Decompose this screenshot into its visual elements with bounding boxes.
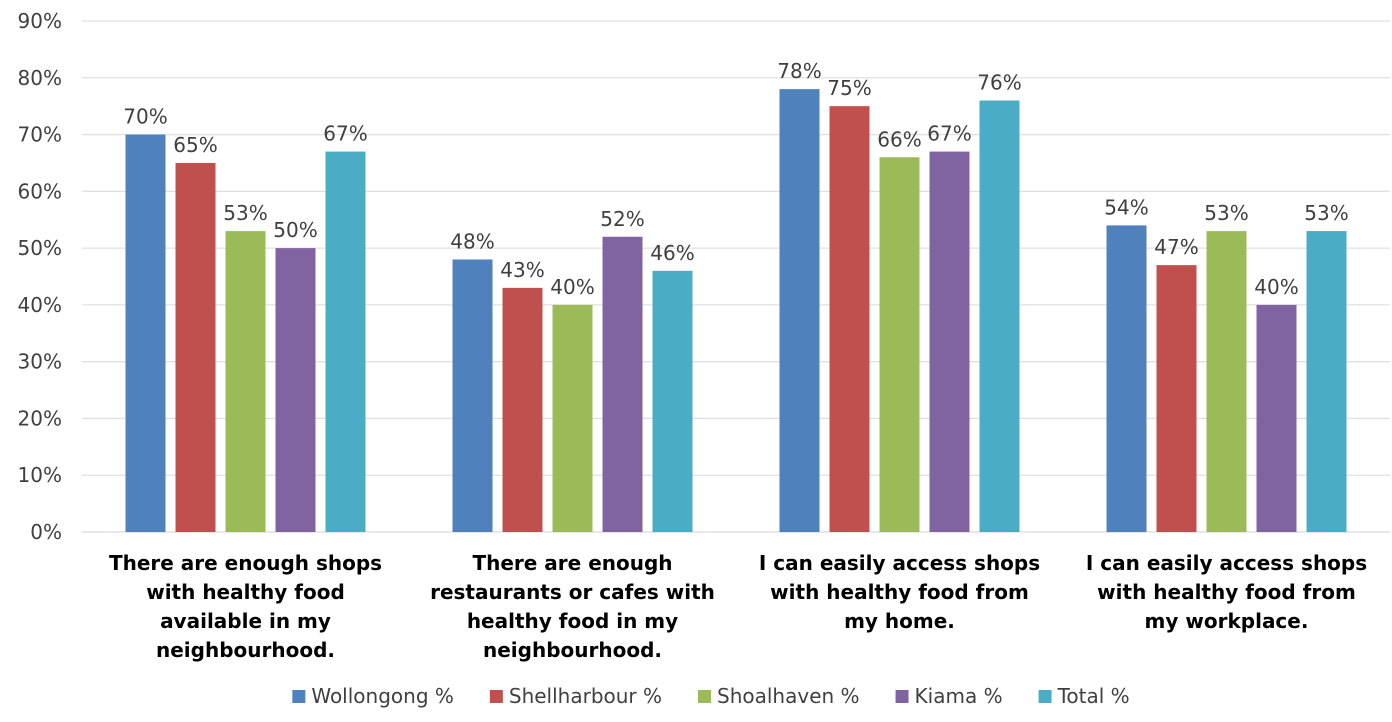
y-tick-label: 20% <box>18 406 62 430</box>
data-label: 43% <box>500 258 544 282</box>
bar <box>602 236 643 532</box>
data-label: 53% <box>1204 201 1248 225</box>
bar <box>552 304 593 532</box>
bar <box>929 151 970 533</box>
data-label: 53% <box>1304 201 1348 225</box>
y-tick-label: 50% <box>18 236 62 260</box>
bar <box>452 259 493 532</box>
data-label: 48% <box>450 229 494 253</box>
data-label: 67% <box>927 122 971 146</box>
legend-label: Shellharbour % <box>509 684 662 708</box>
data-label: 40% <box>1254 275 1298 299</box>
data-labels: 70%48%78%54%65%43%75%47%53%40%66%53%50% 5… <box>123 59 1348 299</box>
bars <box>125 89 1347 533</box>
bar <box>325 151 366 533</box>
bar <box>1306 231 1347 533</box>
y-tick-label: 60% <box>18 179 62 203</box>
y-tick-label: 70% <box>18 123 62 147</box>
data-label: 70% <box>123 105 167 129</box>
data-label: 76% <box>977 70 1021 94</box>
bar <box>225 231 266 533</box>
category-label: I can easily access shops with healthy fo… <box>1086 551 1367 633</box>
bar <box>175 162 216 532</box>
bar <box>275 248 316 532</box>
y-tick-label: 80% <box>18 66 62 90</box>
bar <box>125 134 166 533</box>
legend-label: Shoalhaven % <box>717 684 860 708</box>
y-tick-label: 40% <box>18 293 62 317</box>
category-label: There are enough shops with healthy food a… <box>109 551 382 662</box>
data-label: 75% <box>827 76 871 100</box>
category-label: There are enough restaurants or cafes wit… <box>430 551 715 662</box>
bar <box>779 89 820 532</box>
y-tick-label: 0% <box>30 520 62 544</box>
legend-label: Wollongong % <box>311 684 454 708</box>
data-label: 50% <box>273 218 317 242</box>
data-label: 65% <box>173 133 217 157</box>
data-label: 66% <box>877 127 921 151</box>
category-label: I can easily access shops with healthy fo… <box>759 551 1040 633</box>
bar <box>1206 231 1247 533</box>
legend-swatch <box>698 690 712 703</box>
data-label: 54% <box>1104 195 1148 219</box>
y-tick-label: 10% <box>18 463 62 487</box>
legend-swatch <box>292 690 306 703</box>
bar <box>1256 304 1297 532</box>
legend-label: Total % <box>1057 684 1130 708</box>
x-axis-categories: There are enough shops with healthy food a… <box>109 551 1367 662</box>
bar <box>652 270 693 532</box>
legend-swatch <box>895 690 909 703</box>
bar <box>879 157 920 532</box>
data-label: 67% <box>323 122 367 146</box>
legend-item: Wollongong % <box>292 684 454 708</box>
legend-item: Total % <box>1038 684 1130 708</box>
y-axis-ticks: 0% 10% 20% 30% 40% 50% 60% 70% 80% 90% <box>18 9 62 544</box>
bar <box>1106 225 1147 532</box>
bar <box>829 106 870 533</box>
legend-item: Shellharbour % <box>489 684 662 708</box>
legend-swatch <box>1038 690 1052 703</box>
data-label: 52% <box>600 207 644 231</box>
data-label: 46% <box>650 241 694 265</box>
legend: Wollongong % Shellharbour % Shoalhaven % Ki… <box>292 684 1130 708</box>
bar <box>502 287 543 532</box>
bar <box>1156 265 1197 532</box>
data-label: 53% <box>223 201 267 225</box>
y-tick-label: 90% <box>18 9 62 33</box>
legend-item: Kiama % <box>895 684 1003 708</box>
data-label: 78% <box>777 59 821 83</box>
legend-label: Kiama % <box>915 684 1003 708</box>
legend-item: Shoalhaven % <box>698 684 860 708</box>
bar <box>979 100 1020 532</box>
legend-swatch <box>489 690 503 703</box>
y-tick-label: 30% <box>18 350 62 374</box>
data-label: 40% <box>550 275 594 299</box>
data-label: 47% <box>1154 235 1198 259</box>
